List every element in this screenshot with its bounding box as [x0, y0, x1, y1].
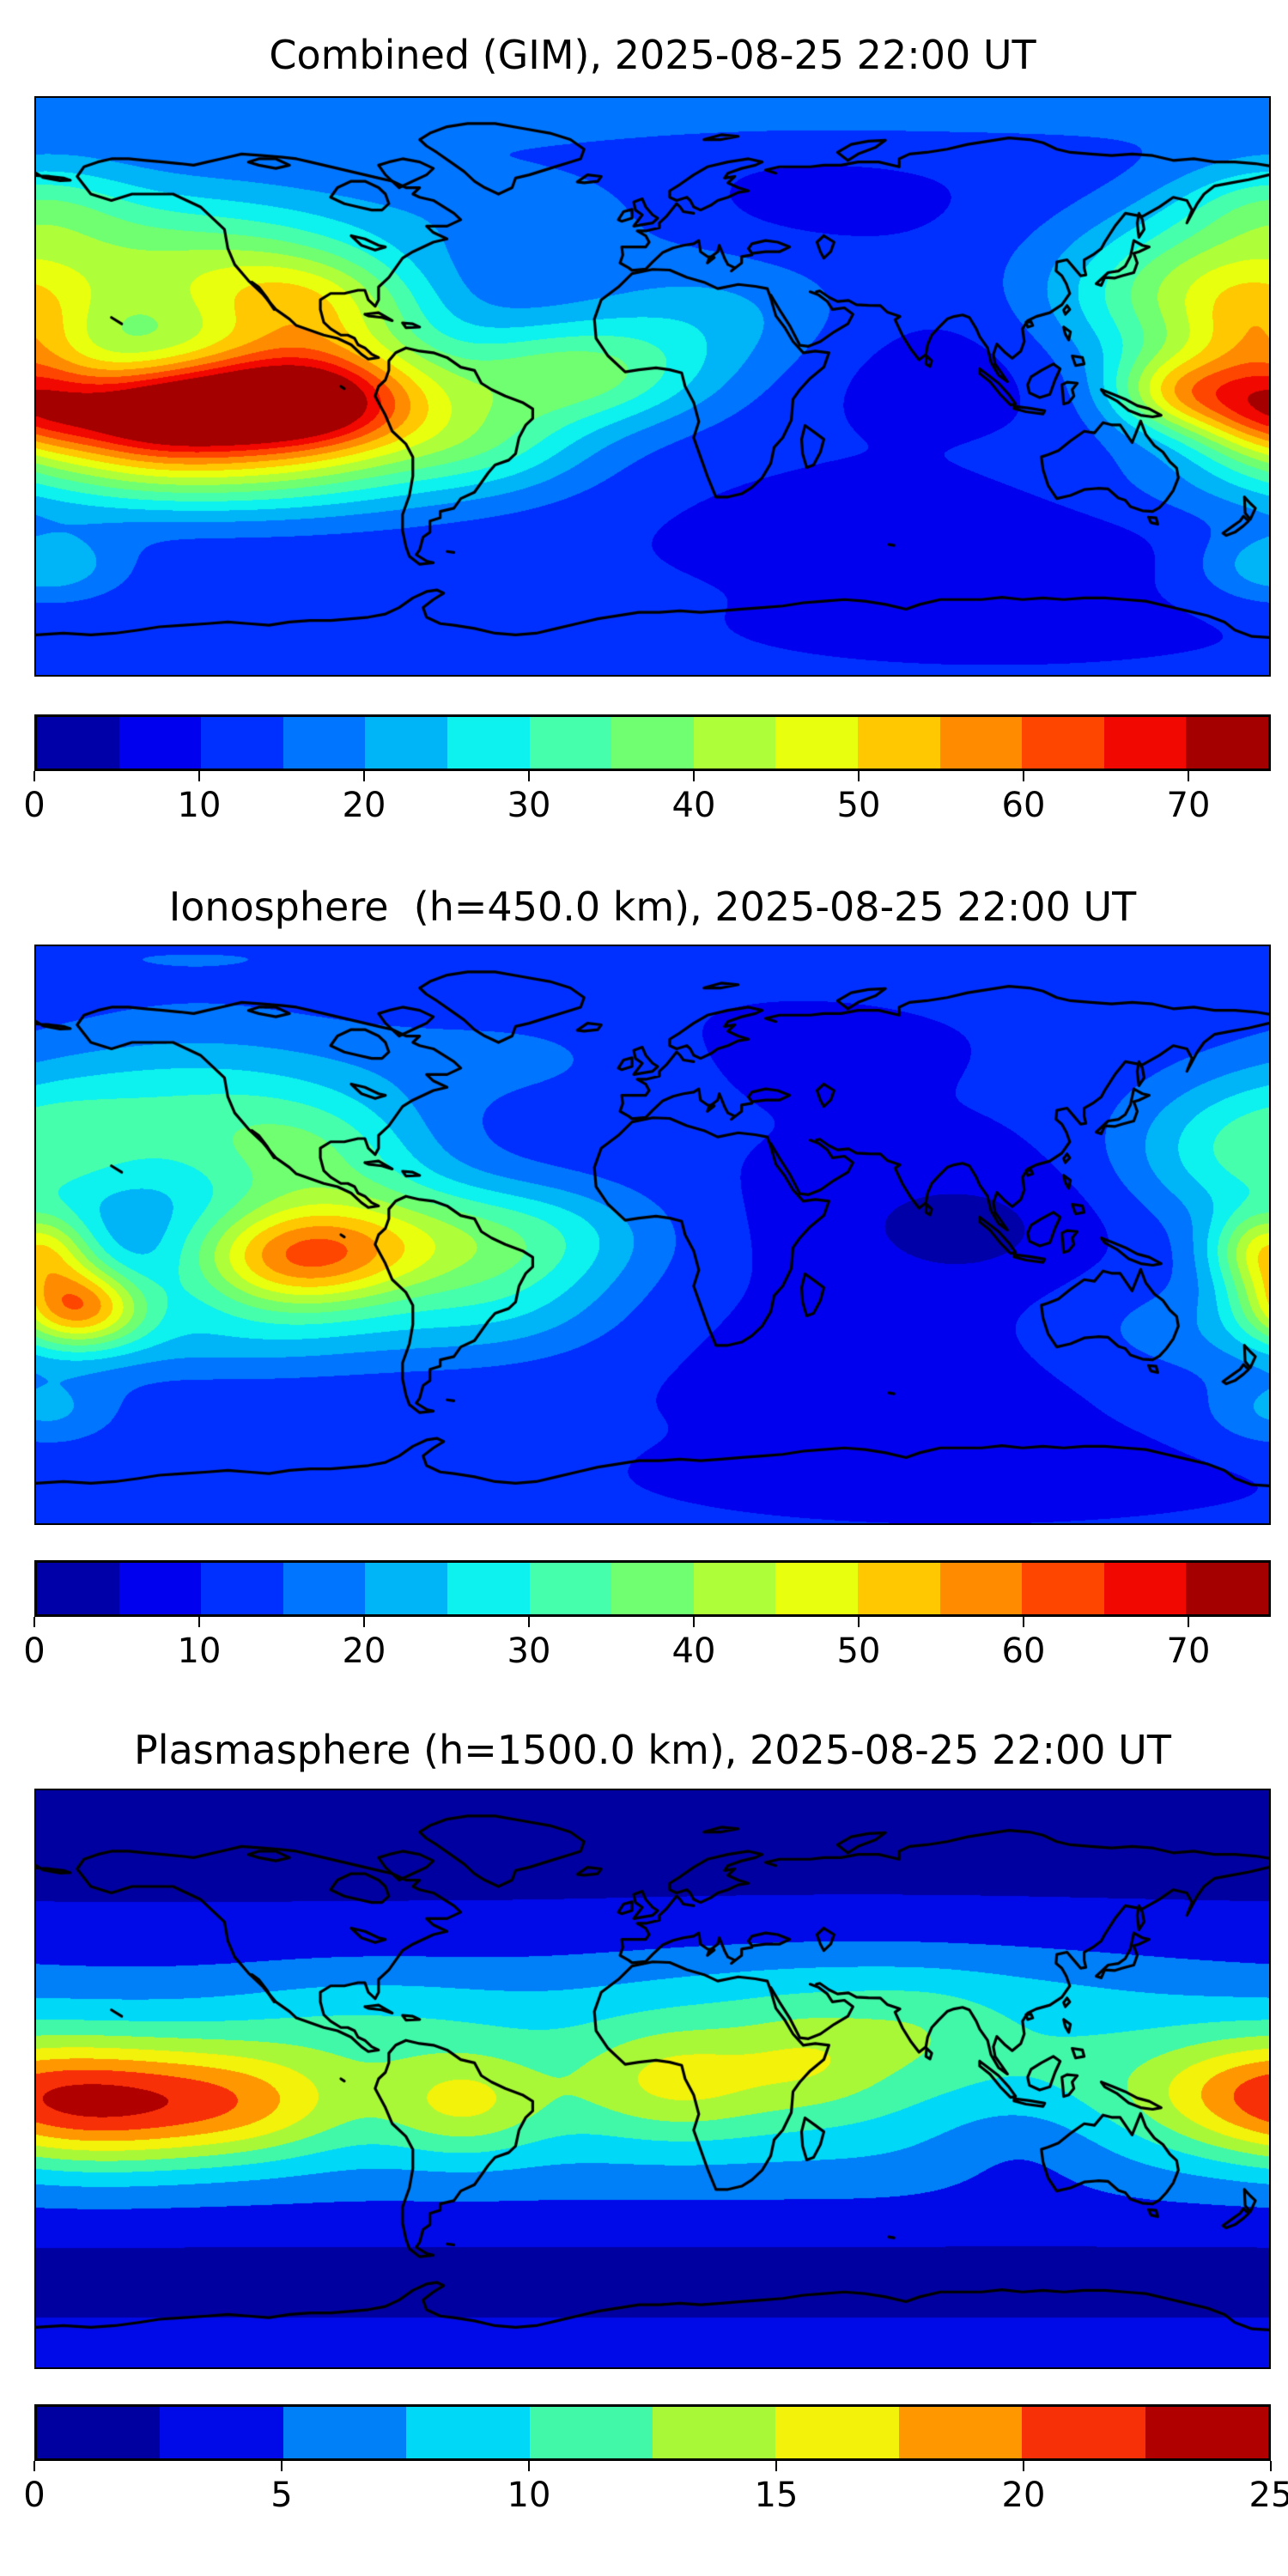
map-canvas-plasmasphere: [36, 1790, 1269, 2367]
colorbar-segment: [1022, 717, 1104, 769]
colorbar-segment: [1186, 1563, 1268, 1614]
colorbar-segment: [1022, 1563, 1104, 1614]
colorbar-tick: [281, 2461, 283, 2471]
colorbar-tick: [198, 771, 200, 781]
colorbar-segment: [37, 717, 119, 769]
colorbar-tick: [1188, 771, 1189, 781]
colorbar-tick-label: 0: [23, 2476, 46, 2515]
colorbar-tick: [198, 1617, 200, 1627]
colorbar-tick: [1023, 771, 1024, 781]
colorbar-segment: [118, 717, 202, 769]
map-title-combined: Combined (GIM), 2025-08-25 22:00 UT: [269, 32, 1036, 78]
colorbar-tick-label: 10: [177, 786, 222, 825]
colorbar-segment: [693, 1563, 776, 1614]
colorbar-tick-label: 40: [671, 786, 716, 825]
colorbar-segment: [1186, 717, 1268, 769]
colorbar-tick: [693, 1617, 695, 1627]
colorbar-segment: [1145, 2407, 1269, 2458]
colorbar-segment: [118, 1563, 202, 1614]
colorbar-segment: [1022, 2407, 1145, 2458]
colorbar-tick: [858, 771, 860, 781]
colorbar-tick-label: 50: [836, 786, 881, 825]
colorbar-tick: [1023, 1617, 1024, 1627]
colorbar-segment: [201, 1563, 283, 1614]
map-frame-ionosphere: [34, 945, 1271, 1525]
colorbar-segment: [939, 717, 1023, 769]
colorbar-tick: [693, 771, 695, 781]
colorbar-segment: [775, 717, 858, 769]
colorbar-segment: [529, 1563, 612, 1614]
colorbar-tick: [1023, 2461, 1024, 2471]
colorbar-segment: [1103, 1563, 1187, 1614]
map-canvas-ionosphere: [36, 946, 1269, 1523]
colorbar-tick-label: 20: [1001, 2476, 1046, 2515]
colorbar-ionosphere: [34, 1560, 1271, 1617]
colorbar-tick: [858, 1617, 860, 1627]
colorbar-segment: [775, 2407, 899, 2458]
colorbar-tick-label: 20: [342, 1631, 386, 1671]
colorbar-segment: [160, 2407, 283, 2458]
colorbar-segment: [693, 717, 776, 769]
colorbar-tick-label: 20: [342, 786, 386, 825]
colorbar-tick-label: 50: [836, 1631, 881, 1671]
colorbar-tick-label: 30: [507, 786, 551, 825]
colorbar-tick: [528, 771, 530, 781]
colorbar-segment: [611, 717, 694, 769]
colorbar-tick: [363, 1617, 365, 1627]
colorbar-segment: [611, 1563, 694, 1614]
colorbar-segment: [1103, 717, 1187, 769]
colorbar-segment: [653, 2407, 776, 2458]
colorbar-segment: [283, 2407, 407, 2458]
map-frame-combined: [34, 96, 1271, 677]
colorbar-tick-label: 60: [1001, 1631, 1046, 1671]
colorbar-segment: [447, 1563, 530, 1614]
colorbar-tick-label: 25: [1249, 2476, 1288, 2515]
colorbar-tick-label: 5: [270, 2476, 293, 2515]
map-frame-plasmasphere: [34, 1789, 1271, 2369]
colorbar-segment: [37, 1563, 119, 1614]
colorbar-tick-label: 0: [23, 786, 46, 825]
colorbar-tick: [363, 771, 365, 781]
colorbar-tick-label: 40: [671, 1631, 716, 1671]
colorbar-segment: [939, 1563, 1023, 1614]
map-title-ionosphere: Ionosphere (h=450.0 km), 2025-08-25 22:0…: [168, 884, 1137, 930]
colorbar-segment: [857, 1563, 940, 1614]
colorbar-segment: [898, 2407, 1023, 2458]
colorbar-tick: [528, 2461, 530, 2471]
colorbar-tick-label: 30: [507, 1631, 551, 1671]
colorbar-tick-label: 10: [507, 2476, 551, 2515]
colorbar-segment: [529, 717, 612, 769]
colorbar-tick: [1270, 2461, 1272, 2471]
colorbar-combined: [34, 714, 1271, 771]
colorbar-segment: [775, 1563, 858, 1614]
colorbar-plasmasphere: [34, 2404, 1271, 2461]
colorbar-tick: [33, 2461, 35, 2471]
colorbar-segment: [365, 1563, 447, 1614]
colorbar-segment: [406, 2407, 530, 2458]
colorbar-segment: [857, 717, 940, 769]
colorbar-tick: [1188, 1617, 1189, 1627]
colorbar-segment: [365, 717, 447, 769]
colorbar-tick-label: 70: [1166, 1631, 1211, 1671]
colorbar-segment: [201, 717, 283, 769]
colorbar-segment: [283, 1563, 366, 1614]
colorbar-segment: [529, 2407, 653, 2458]
colorbar-tick-label: 15: [754, 2476, 799, 2515]
colorbar-tick-label: 10: [177, 1631, 222, 1671]
colorbar-segment: [37, 2407, 161, 2458]
map-canvas-combined: [36, 98, 1269, 675]
colorbar-tick: [775, 2461, 777, 2471]
colorbar-tick-label: 0: [23, 1631, 46, 1671]
colorbar-tick: [528, 1617, 530, 1627]
map-title-plasmasphere: Plasmasphere (h=1500.0 km), 2025-08-25 2…: [134, 1727, 1171, 1773]
colorbar-tick: [33, 771, 35, 781]
colorbar-tick: [33, 1617, 35, 1627]
colorbar-tick-label: 60: [1001, 786, 1046, 825]
colorbar-segment: [447, 717, 530, 769]
colorbar-segment: [283, 717, 366, 769]
colorbar-tick-label: 70: [1166, 786, 1211, 825]
